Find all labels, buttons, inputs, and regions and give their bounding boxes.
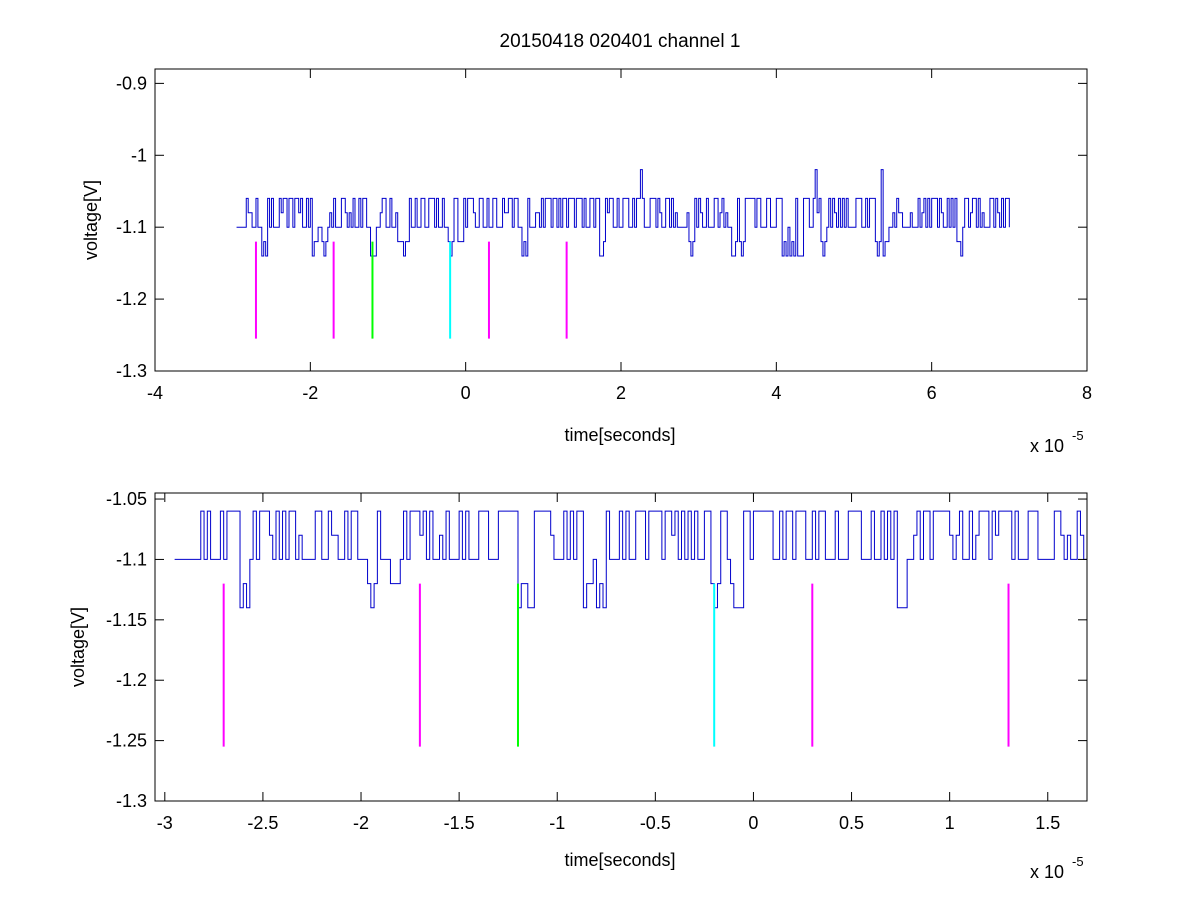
figure-title: 20150418 020401 channel 1 [500,31,741,52]
bottom-x-tick-label: 1.5 [1035,813,1060,833]
top-x-tick-label: 6 [927,383,937,403]
bottom-signal-path [174,510,1088,609]
bottom-y-tick-label: -1.05 [106,489,147,509]
top-y-tick-label: -0.9 [116,73,147,93]
top-signal-path [236,169,1010,257]
bottom-x-tick-label: -1 [549,813,565,833]
top-x-tick-label: 4 [771,383,781,403]
bottom-x-tick-label: -0.5 [640,813,671,833]
top-y-ticks: -1.3 -1.2 -1.1 -1 -0.9 [116,73,1087,381]
top-event-markers [254,241,568,339]
top-y-tick-label: -1.3 [116,361,147,381]
top-y-tick-label: -1.2 [116,289,147,309]
bottom-y-tick-label: -1.15 [106,610,147,630]
top-x-tick-label: 2 [616,383,626,403]
bottom-x-tick-label: -3 [157,813,173,833]
bottom-signal-trace [174,510,1088,609]
top-x-multiplier-exponent: -5 [1072,428,1084,443]
bottom-x-multiplier: x 10 [1030,862,1064,882]
bottom-y-tick-label: -1.2 [116,670,147,690]
bottom-axes: -3 -2.5 -2 -1.5 -1 -0.5 0 0.5 1 1.5 -1.3 -1.25 -1.2… [68,489,1088,882]
bottom-x-tick-label: 1 [945,813,955,833]
top-x-ticks: -4 -2 0 2 4 6 8 [147,69,1092,403]
bottom-y-tick-label: -1.3 [116,791,147,811]
top-x-tick-label: -4 [147,383,163,403]
bottom-event-markers [222,583,1010,747]
bottom-x-multiplier-exponent: -5 [1072,854,1084,869]
top-axes: -4 -2 0 2 4 6 8 -1.3 -1.2 -1.1 -1 -0.9 time[second… [81,68,1092,456]
top-x-tick-label: 0 [461,383,471,403]
bottom-y-tick-label: -1.25 [106,731,147,751]
bottom-y-tick-label: -1.1 [116,549,147,569]
bottom-x-tick-label: 0.5 [839,813,864,833]
bottom-axes-box [154,492,1088,802]
top-y-axis-label: voltage[V] [81,180,101,260]
bottom-x-tick-label: -2 [353,813,369,833]
top-x-tick-label: -2 [302,383,318,403]
top-x-multiplier: x 10 [1030,436,1064,456]
bottom-x-axis-label: time[seconds] [564,850,675,870]
bottom-y-axis-label: voltage[V] [68,607,88,687]
bottom-x-tick-label: 0 [748,813,758,833]
top-y-tick-label: -1 [131,145,147,165]
top-signal-trace [236,169,1010,257]
top-x-axis-label: time[seconds] [564,425,675,445]
bottom-x-tick-label: -2.5 [247,813,278,833]
top-x-tick-label: 8 [1082,383,1092,403]
bottom-x-ticks: -3 -2.5 -2 -1.5 -1 -0.5 0 0.5 1 1.5 [157,493,1060,833]
bottom-x-tick-label: -1.5 [444,813,475,833]
bottom-y-ticks: -1.3 -1.25 -1.2 -1.15 -1.1 -1.05 [106,489,1087,811]
top-y-tick-label: -1.1 [116,217,147,237]
